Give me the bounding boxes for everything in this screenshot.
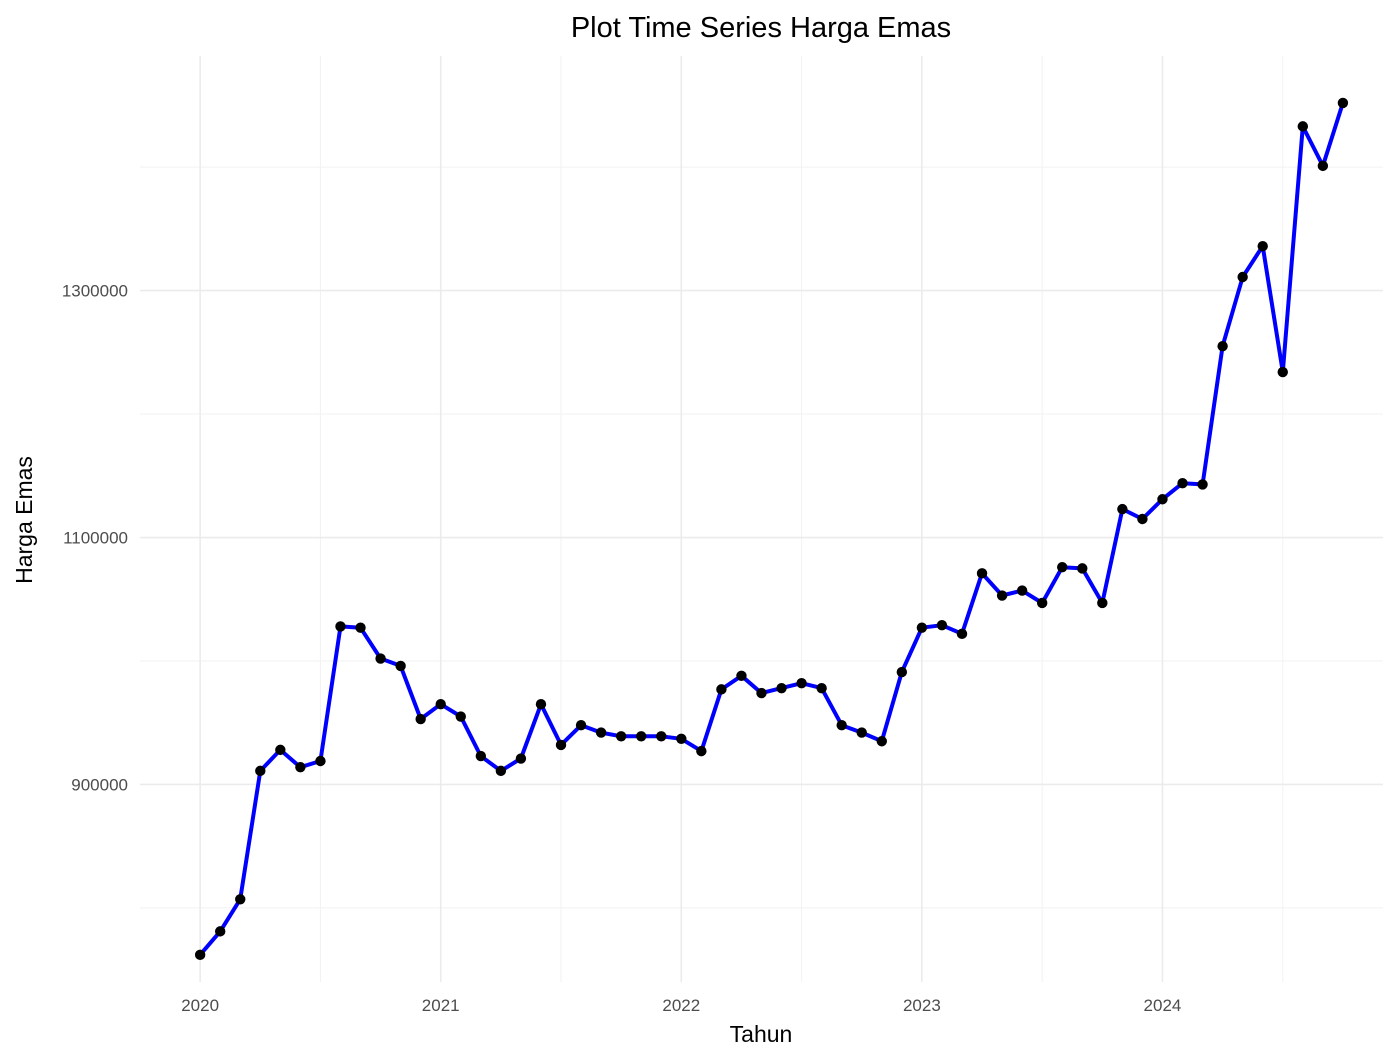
data-point bbox=[1157, 494, 1168, 505]
data-point bbox=[1277, 366, 1288, 378]
tick-label-layer: 900000 1100000 1300000 2020 2021 2022 2023 2024 bbox=[62, 282, 1182, 1015]
data-point bbox=[896, 666, 908, 678]
data-point bbox=[555, 739, 567, 751]
data-point bbox=[595, 727, 607, 738]
y-tick-label: 900000 bbox=[71, 775, 128, 794]
data-point bbox=[736, 670, 747, 682]
data-point bbox=[214, 926, 226, 937]
data-point bbox=[615, 731, 627, 742]
grid-layer bbox=[140, 56, 1383, 982]
data-point bbox=[575, 719, 587, 731]
data-point bbox=[1217, 340, 1228, 352]
data-point bbox=[836, 719, 847, 731]
chart-title: Plot Time Series Harga Emas bbox=[571, 12, 951, 44]
data-point bbox=[475, 750, 487, 762]
data-point bbox=[1097, 597, 1108, 609]
x-tick-label: 2020 bbox=[181, 996, 219, 1015]
data-point bbox=[876, 736, 887, 747]
data-point bbox=[1137, 513, 1148, 525]
data-point bbox=[1177, 477, 1188, 489]
x-tick-label: 2022 bbox=[662, 996, 700, 1015]
data-point bbox=[956, 628, 968, 640]
data-point bbox=[1197, 479, 1208, 490]
series-layer bbox=[198, 100, 1345, 957]
data-point bbox=[716, 684, 727, 695]
data-point bbox=[636, 731, 647, 742]
x-axis-title: Tahun bbox=[730, 1021, 793, 1047]
data-point bbox=[1016, 585, 1028, 596]
data-point bbox=[235, 894, 246, 905]
data-point bbox=[355, 622, 366, 633]
data-point bbox=[455, 711, 466, 722]
data-point bbox=[1337, 97, 1349, 109]
data-point bbox=[1257, 240, 1268, 252]
data-point bbox=[194, 949, 206, 961]
data-point bbox=[996, 590, 1008, 601]
data-point bbox=[936, 619, 948, 631]
data-point bbox=[295, 761, 306, 773]
data-point bbox=[796, 678, 807, 689]
data-point bbox=[1057, 561, 1068, 573]
data-point bbox=[375, 653, 386, 664]
data-point bbox=[255, 765, 266, 777]
y-tick-label: 1300000 bbox=[62, 282, 128, 301]
data-point bbox=[916, 622, 928, 633]
data-point bbox=[1077, 563, 1088, 574]
x-tick-label: 2024 bbox=[1144, 996, 1182, 1015]
data-point bbox=[535, 699, 547, 710]
data-point bbox=[415, 713, 426, 725]
data-point bbox=[656, 731, 667, 742]
data-point bbox=[676, 733, 687, 744]
data-point bbox=[856, 727, 867, 738]
data-point bbox=[1117, 503, 1128, 515]
points-layer bbox=[194, 97, 1349, 961]
data-point bbox=[395, 660, 406, 672]
y-axis-title: Harga Emas bbox=[11, 456, 37, 584]
series-line bbox=[198, 100, 1345, 957]
data-point bbox=[756, 687, 767, 699]
x-tick-label: 2021 bbox=[422, 996, 460, 1015]
data-point bbox=[696, 745, 707, 757]
data-point bbox=[495, 765, 507, 777]
data-point bbox=[776, 682, 787, 694]
y-tick-label: 1100000 bbox=[63, 529, 128, 548]
data-point bbox=[515, 753, 527, 764]
data-point bbox=[1297, 121, 1309, 132]
data-point bbox=[275, 744, 286, 756]
data-point bbox=[1036, 597, 1048, 609]
data-point bbox=[976, 568, 988, 579]
data-point bbox=[1317, 160, 1329, 172]
data-point bbox=[816, 682, 827, 694]
data-point bbox=[1237, 271, 1248, 283]
data-point bbox=[335, 621, 346, 632]
data-point bbox=[435, 699, 446, 710]
data-point bbox=[315, 755, 326, 767]
x-tick-label: 2023 bbox=[903, 996, 941, 1015]
